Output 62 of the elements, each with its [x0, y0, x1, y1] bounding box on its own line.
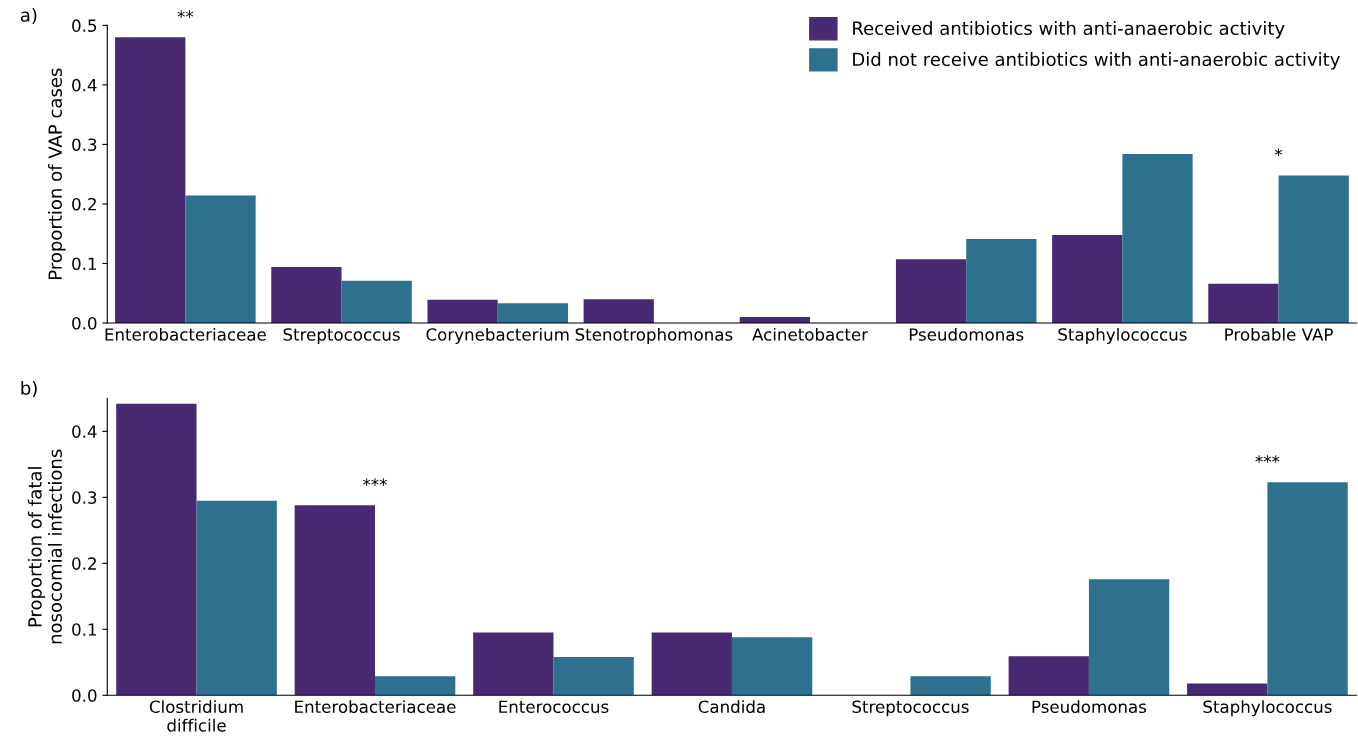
bar — [294, 505, 375, 696]
x-tick-label: Enterobacteriaceae — [105, 327, 266, 341]
y-tick-label: 0.3 — [72, 138, 97, 151]
bar — [196, 500, 277, 696]
bar — [375, 676, 456, 696]
x-tick-label: Pseudomonas — [1032, 700, 1147, 714]
bar — [473, 632, 554, 696]
y-axis-title: Proportion of VAP cases — [48, 68, 66, 279]
legend-label: Received antibiotics with anti-anaerobic activity — [853, 21, 1285, 39]
bar — [1088, 579, 1170, 696]
bar — [1208, 283, 1279, 324]
bar — [966, 239, 1037, 324]
x-tick-label: Candida — [698, 700, 765, 714]
x-tick-label: Stenotrophomonas — [575, 327, 733, 345]
bar — [115, 37, 186, 324]
x-tick-label: Probable VAP — [1225, 327, 1333, 341]
annotation: *** — [363, 478, 387, 486]
x-tick-label: Staphylococcus — [1058, 327, 1187, 345]
y-tick-label: 0.0 — [72, 316, 97, 330]
x-tick-label: Enterococcus — [499, 700, 609, 714]
bar — [1122, 153, 1193, 324]
y-tick-label: 0.4 — [72, 78, 97, 92]
chart-title: b) — [21, 380, 37, 397]
bar — [895, 259, 967, 324]
legend-label: Did not receive antibiotics with anti-anaerobic activity — [853, 52, 1340, 70]
bar — [553, 657, 634, 696]
bar — [1008, 656, 1089, 696]
annotation: *** — [1255, 455, 1280, 463]
bar — [583, 299, 654, 324]
bar — [1187, 683, 1268, 696]
y-tick-label: 0.1 — [72, 257, 97, 271]
y-tick-label: 0.2 — [72, 197, 96, 211]
y-tick-label: 0.4 — [72, 425, 97, 438]
chart-title: a) — [20, 7, 37, 24]
bar — [651, 632, 732, 696]
bar — [1278, 175, 1349, 324]
bar — [910, 676, 991, 696]
bar — [116, 403, 197, 696]
x-tick-label: Corynebacterium — [426, 327, 569, 345]
bar — [1267, 482, 1348, 696]
bar — [1052, 234, 1123, 324]
x-tick-label: Staphylococcus — [1203, 700, 1332, 717]
bar — [185, 195, 256, 324]
y-tick-label: 0.1 — [72, 623, 97, 636]
x-tick-label: Streptococcus — [852, 700, 969, 717]
y-tick-label: 0.3 — [72, 491, 97, 504]
x-tick-label: Clostridium difficile — [149, 700, 243, 732]
y-tick-label: 0.0 — [72, 689, 97, 702]
bar — [271, 267, 342, 324]
annotation: * — [1274, 148, 1283, 157]
x-tick-label: Streptococcus — [283, 328, 400, 345]
x-tick-label: Acinetobacter — [752, 327, 869, 341]
y-tick-label: 0.5 — [72, 19, 97, 32]
annotation: ** — [177, 10, 194, 18]
bar — [427, 299, 498, 324]
y-tick-label: 0.2 — [72, 557, 96, 570]
bar — [731, 637, 813, 696]
y-axis-title: Proportion of fatal nosocomial infections — [27, 449, 62, 644]
x-tick-label: Enterobacteriaceae — [295, 700, 456, 714]
x-tick-label: Pseudomonas — [909, 327, 1024, 341]
bar — [341, 280, 412, 324]
bar — [497, 303, 568, 324]
